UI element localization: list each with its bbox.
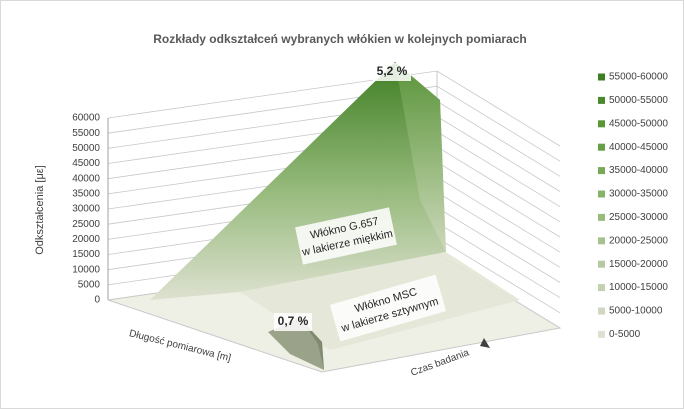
legend-label: 25000-30000 bbox=[609, 212, 668, 223]
legend-swatch bbox=[598, 73, 605, 81]
legend-label: 5000-10000 bbox=[609, 306, 663, 317]
surface-side bbox=[395, 62, 446, 252]
legend-swatch bbox=[598, 307, 605, 315]
surface-msc-side bbox=[300, 318, 324, 370]
legend-swatch bbox=[598, 330, 605, 338]
legend-label: 55000-60000 bbox=[609, 72, 668, 83]
y-tick-label: 35000 bbox=[72, 188, 100, 199]
y-tick-label: 30000 bbox=[72, 204, 100, 215]
legend-label: 45000-50000 bbox=[609, 118, 668, 129]
annotation-text: 0,7 % bbox=[278, 314, 309, 328]
legend-swatch bbox=[598, 120, 605, 128]
annotation-text: 5,2 % bbox=[377, 64, 408, 78]
y-tick-label: 40000 bbox=[72, 173, 100, 184]
legend-label: 10000-15000 bbox=[609, 282, 668, 293]
chart-title: Rozkłady odkształceń wybranych włókien w… bbox=[153, 32, 526, 46]
legend-swatch bbox=[598, 260, 605, 268]
legend-label: 35000-40000 bbox=[609, 165, 668, 176]
axis-arrow bbox=[480, 338, 490, 348]
legend-swatch bbox=[598, 190, 605, 198]
y-tick-label: 20000 bbox=[72, 234, 100, 245]
y-tick-label: 25000 bbox=[72, 219, 100, 230]
legend-label: 40000-45000 bbox=[609, 142, 668, 153]
legend-label: 30000-35000 bbox=[609, 189, 668, 200]
y-tick-label: 15000 bbox=[72, 249, 100, 260]
legend-swatch bbox=[598, 213, 605, 221]
y-tick-label: 5000 bbox=[78, 279, 101, 290]
legend-swatch bbox=[598, 96, 605, 104]
y-tick-label: 50000 bbox=[72, 143, 100, 154]
legend: 55000-60000 50000-55000 45000-50000 40000-4… bbox=[598, 72, 668, 340]
annotation-box bbox=[373, 63, 411, 81]
legend-label: 15000-20000 bbox=[609, 259, 668, 270]
legend-swatch bbox=[598, 167, 605, 175]
y-tick-label: 0 bbox=[94, 295, 100, 306]
annotation-box bbox=[295, 207, 397, 265]
legend-label: 20000-25000 bbox=[609, 235, 668, 246]
y-tick-label: 55000 bbox=[72, 128, 100, 139]
legend-label: 0-5000 bbox=[609, 329, 641, 340]
y-tick-label: 10000 bbox=[72, 264, 100, 275]
y-tick-label: 60000 bbox=[72, 113, 100, 124]
y-axis-label: Odkształcenia [με] bbox=[34, 165, 46, 255]
legend-swatch bbox=[598, 237, 605, 245]
legend-swatch bbox=[598, 143, 605, 151]
annotation-box bbox=[329, 274, 447, 342]
annotation-box bbox=[274, 313, 312, 331]
y-tick-label: 45000 bbox=[72, 158, 100, 169]
legend-swatch bbox=[598, 284, 605, 292]
legend-label: 50000-55000 bbox=[609, 95, 668, 106]
annotation: 5,2 % bbox=[373, 63, 411, 81]
annotation: 0,7 % bbox=[274, 313, 312, 331]
